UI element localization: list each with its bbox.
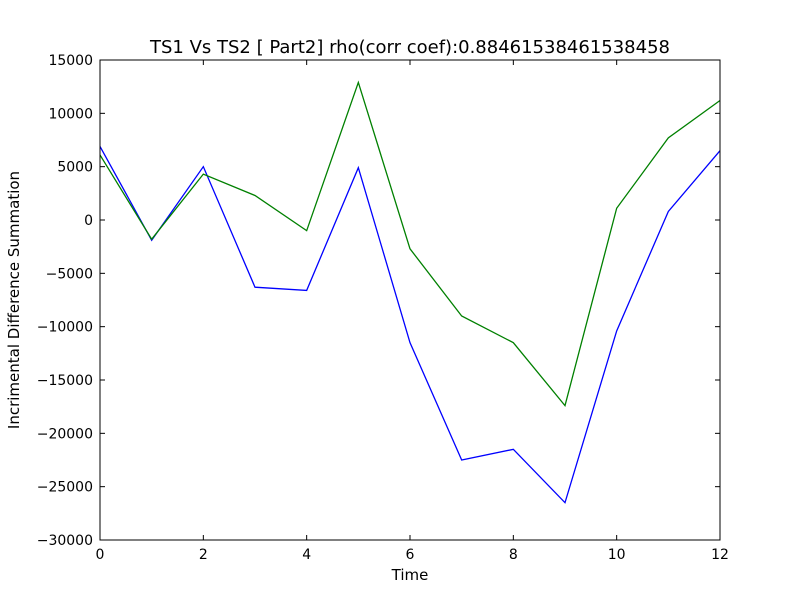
- x-axis-label: Time: [391, 566, 429, 584]
- series-layer: [99, 80, 721, 504]
- x-tick-label: 0: [96, 547, 105, 563]
- y-tick-label: −30000: [37, 533, 93, 549]
- y-tick-label: 0: [84, 213, 93, 229]
- y-axis-label: Incrimental Difference Summation: [5, 171, 23, 429]
- y-tick-label: −20000: [37, 426, 93, 442]
- plot-area: 0 2 4 6 8 10 12 15000 10000 5000 0 −5000 −10000 −1500…: [37, 53, 729, 563]
- y-tick-label: −25000: [37, 480, 93, 496]
- y-tick-label: −5000: [46, 266, 93, 282]
- y-tick-label: 15000: [48, 53, 93, 69]
- ticks-layer: 0 2 4 6 8 10 12 15000 10000 5000 0 −5000 −10000 −1500…: [37, 53, 729, 563]
- chart-title: TS1 Vs TS2 [ Part2] rho(corr coef):0.884…: [149, 37, 670, 58]
- y-tick-label: 5000: [57, 160, 93, 176]
- y-tick-label: −10000: [37, 320, 93, 336]
- y-tick-label: 10000: [48, 106, 93, 122]
- series-line-2: [99, 80, 721, 407]
- x-tick-label: 4: [302, 547, 311, 563]
- x-tick-label: 2: [199, 547, 208, 563]
- x-tick-label: 6: [406, 547, 415, 563]
- x-tick-label: 8: [509, 547, 518, 563]
- series-line-1: [99, 146, 721, 504]
- x-tick-label: 10: [608, 547, 626, 563]
- x-tick-label: 12: [711, 547, 729, 563]
- y-tick-label: −15000: [37, 373, 93, 389]
